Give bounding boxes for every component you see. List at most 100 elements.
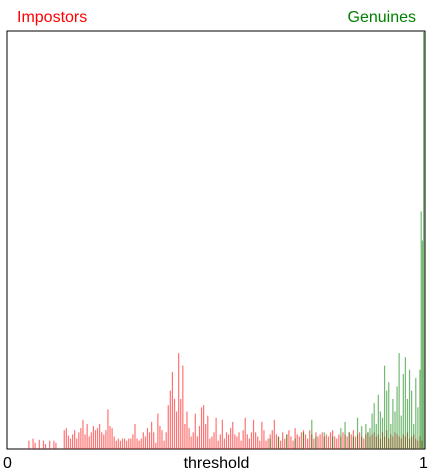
impostors-bar — [132, 434, 134, 449]
impostors-bar — [155, 442, 157, 449]
plot-frame — [6, 30, 426, 450]
impostors-bar — [236, 436, 238, 449]
impostors-bar — [76, 438, 78, 449]
impostors-bar — [134, 423, 136, 449]
impostors-bar — [117, 438, 119, 449]
impostors-bar — [38, 439, 40, 449]
genuines-bar — [340, 428, 342, 449]
impostors-bar — [307, 438, 309, 449]
impostors-bar — [338, 434, 340, 449]
impostors-bar — [334, 436, 336, 449]
impostors-bar — [32, 438, 34, 449]
genuines-bar — [417, 407, 419, 449]
impostors-bar — [257, 436, 259, 449]
impostors-bar — [207, 415, 209, 449]
impostors-bar — [217, 440, 219, 449]
impostors-bar — [279, 440, 282, 449]
impostors-bar — [223, 438, 226, 449]
genuines-bar — [379, 411, 382, 449]
impostors-bar — [42, 440, 45, 449]
impostors-bar — [196, 436, 198, 449]
genuines-bar — [352, 436, 354, 449]
impostors-bar — [319, 434, 321, 449]
impostors-bar — [242, 430, 244, 449]
impostors-bar — [252, 419, 255, 449]
impostors-bar — [304, 434, 307, 449]
genuines-bar — [400, 415, 402, 449]
impostors-bar — [84, 434, 86, 449]
impostors-bar — [325, 434, 327, 449]
impostors-bar — [94, 430, 97, 449]
impostors-bar — [221, 419, 223, 449]
genuines-bar — [386, 390, 388, 449]
impostors-bar — [159, 426, 161, 449]
impostors-bar — [128, 438, 130, 449]
impostors-bar — [53, 440, 55, 449]
impostors-bar — [109, 426, 111, 449]
impostors-bar — [71, 434, 74, 449]
genuines-bar — [411, 390, 413, 449]
impostors-bar — [90, 432, 92, 449]
impostors-bar — [28, 440, 30, 449]
impostors-bar — [188, 428, 190, 449]
impostors-bar — [55, 442, 57, 449]
impostors-bar — [213, 432, 215, 449]
impostors-bar — [309, 430, 311, 449]
genuines-bar — [398, 353, 400, 449]
impostors-bar — [273, 419, 275, 449]
impostors-bar — [240, 440, 242, 449]
genuines-bar — [408, 369, 411, 449]
impostors-bar — [74, 430, 76, 449]
impostors-bar — [175, 411, 178, 449]
impostors-bar — [136, 438, 138, 449]
impostors-bar — [63, 430, 65, 449]
genuines-bar — [361, 426, 363, 449]
impostors-bar — [363, 438, 365, 449]
impostors-bar — [165, 432, 167, 449]
genuines-bar — [286, 434, 288, 449]
impostors-bar — [78, 432, 80, 449]
impostors-bar — [49, 440, 51, 449]
impostors-bar — [232, 421, 234, 449]
genuines-bar — [323, 432, 325, 449]
impostors-bar — [263, 430, 265, 449]
impostors-bar — [244, 417, 246, 449]
impostors-bar — [198, 426, 201, 449]
impostors-bar — [173, 398, 176, 449]
impostors-bar — [44, 444, 47, 449]
impostors-bar — [99, 423, 101, 449]
impostors-bar — [111, 428, 113, 449]
genuines-bar — [419, 369, 421, 449]
genuines-bar — [390, 423, 392, 449]
genuines-bar — [377, 394, 379, 449]
genuines-bar — [402, 373, 404, 449]
impostors-bar — [138, 440, 140, 449]
impostors-bar — [282, 432, 284, 449]
impostors-bar — [171, 371, 174, 449]
impostors-bar — [167, 405, 169, 449]
x-tick-max: 1 — [419, 455, 428, 472]
genuines-bar — [404, 357, 406, 449]
impostors-bar — [211, 436, 213, 449]
genuines-bar — [421, 240, 424, 449]
impostors-bar — [148, 432, 151, 449]
impostors-bar — [288, 430, 290, 449]
genuines-bar — [344, 421, 346, 449]
impostors-bar — [275, 434, 278, 449]
impostors-bar — [250, 432, 253, 449]
impostors-bar — [248, 438, 250, 449]
impostors-bar — [144, 436, 146, 449]
genuines-bar — [348, 432, 350, 449]
impostors-bar — [130, 438, 132, 449]
impostors-bar — [184, 423, 186, 449]
bars-group — [28, 32, 425, 449]
genuines-bar — [369, 428, 371, 449]
impostors-bar — [246, 434, 248, 449]
impostors-bar — [321, 432, 323, 449]
impostors-bar — [354, 436, 357, 449]
genuines-bar — [294, 438, 296, 449]
genuines-bar — [406, 398, 409, 449]
legend-impostors: Impostors — [17, 9, 88, 26]
genuines-bar — [315, 436, 317, 449]
